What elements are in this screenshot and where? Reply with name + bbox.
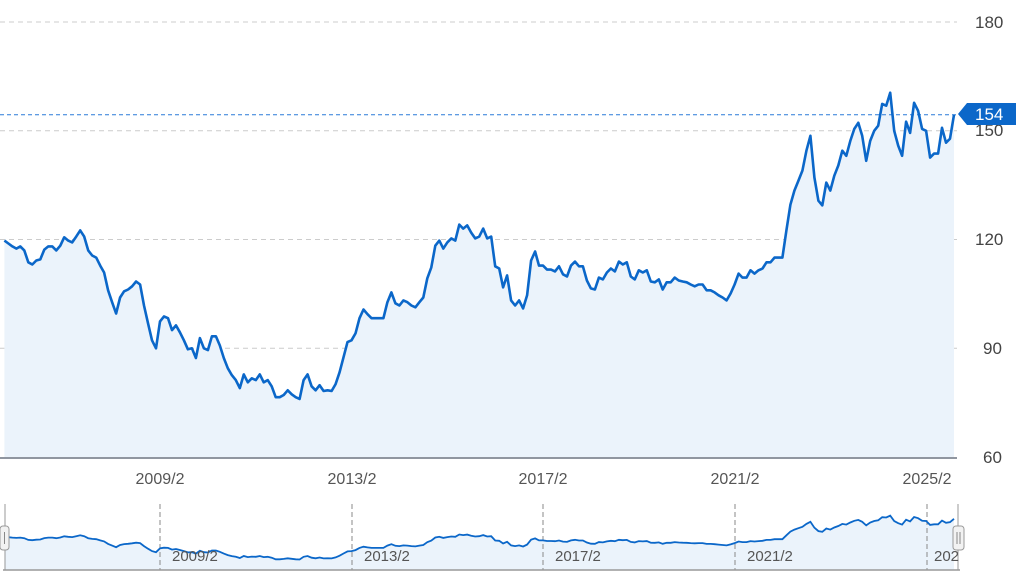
x-tick-label: 2017/2 (519, 471, 568, 488)
x-tick-label: 2021/2 (711, 471, 760, 488)
navigator-tick-label: 2013/2 (364, 548, 410, 565)
y-tick-label: 90 (983, 339, 1002, 358)
navigator-right-handle[interactable] (952, 525, 965, 551)
navigator-tick-label: 2009/2 (172, 548, 218, 565)
navigator-series-line (4, 514, 955, 561)
navigator-grid (159, 504, 928, 570)
current-value-label: 154 (975, 105, 1003, 124)
navigator-left-handle[interactable] (0, 525, 10, 551)
series-line (3, 91, 956, 401)
y-tick-label: 150 (975, 121, 1003, 140)
y-tick-label: 60 (983, 448, 1002, 467)
x-tick-label: 2013/2 (328, 471, 377, 488)
current-value-badge-shape (958, 103, 1016, 125)
x-tick-label: 2009/2 (136, 471, 185, 488)
current-value-badge: 154 (958, 103, 1016, 125)
y-tick-label: 180 (975, 13, 1003, 32)
y-tick-label: 120 (975, 230, 1003, 249)
navigator-area-fill (4, 515, 955, 570)
range-navigator[interactable]: 2009/2 2013/2 2017/2 2021/2 202 (0, 504, 965, 571)
x-tick-label: 2025/2 (903, 471, 952, 488)
navigator-tick-label: 2021/2 (747, 548, 793, 565)
navigator-tick-label: 202 (934, 548, 959, 565)
series-area-fill (4, 92, 955, 457)
navigator-tick-label: 2017/2 (555, 548, 601, 565)
